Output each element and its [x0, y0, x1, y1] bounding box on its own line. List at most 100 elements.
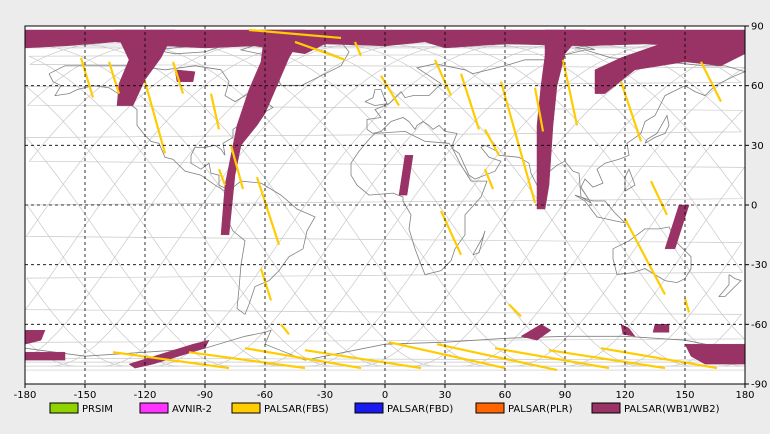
legend-swatch	[591, 402, 621, 414]
x-tick-label: 180	[735, 390, 754, 401]
palsar-fbs-strip	[107, 61, 121, 94]
palsar-fbs-strip	[533, 87, 545, 132]
coastline	[366, 49, 747, 204]
palsar-fbs-strip	[380, 75, 400, 107]
palsar-fbs-strip	[388, 341, 506, 370]
x-tick-label: 120	[615, 390, 634, 401]
y-tick-label: 30	[751, 141, 764, 152]
x-tick-label: -180	[14, 390, 37, 401]
x-tick-label: 90	[559, 390, 572, 401]
orbit-track-desc	[28, 43, 743, 367]
x-tick-label: -150	[74, 390, 97, 401]
palsar-fbs-strip	[484, 128, 500, 156]
palsar-fbs-strip	[143, 81, 167, 154]
coastline	[472, 230, 486, 256]
x-tick-label: -60	[257, 390, 273, 401]
palsar-fbs-strip	[600, 347, 718, 370]
legend-swatch	[475, 402, 505, 414]
legend-label: PALSAR(WB1/WB2)	[624, 404, 720, 415]
legend-swatch	[354, 402, 384, 414]
coastline	[574, 45, 596, 51]
coastline	[364, 89, 388, 107]
legend-label: PALSAR(FBS)	[264, 404, 329, 415]
legend-swatch	[231, 402, 261, 414]
palsar-wb-swath	[520, 324, 552, 341]
y-tick-label: 90	[751, 22, 764, 33]
palsar-fbs-strip	[304, 349, 422, 370]
palsar-wb-swath	[24, 351, 66, 361]
palsar-fbs-strips	[79, 28, 722, 372]
legend-label: PALSAR(FBD)	[387, 404, 453, 415]
legend-label: PRSIM	[82, 404, 113, 415]
palsar-fbs-strip	[171, 61, 185, 94]
graticule	[25, 26, 745, 384]
legend-label: AVNIR-2	[172, 404, 212, 415]
palsar-wb-swath	[174, 69, 196, 82]
palsar-fbs-strip	[494, 347, 610, 370]
palsar-fbs-strip	[209, 93, 221, 130]
orbit-track-asc	[25, 43, 743, 367]
palsar-wb-swath	[114, 29, 176, 106]
x-tick-label: -30	[317, 390, 333, 401]
palsar-wb-swath	[128, 339, 210, 369]
palsar-fbs-strip	[294, 40, 346, 61]
palsar-fbs-strip	[619, 81, 643, 142]
legend-swatch	[139, 402, 169, 414]
legend-swatch	[49, 402, 79, 414]
palsar-fbs-strip	[700, 61, 722, 103]
palsar-fbs-strip	[499, 81, 537, 204]
palsar-fbs-strip	[259, 268, 273, 301]
coastline	[574, 194, 627, 224]
palsar-wb-swath	[652, 324, 670, 333]
palsar-fbs-strip	[255, 176, 281, 246]
palsar-fbs-strip	[248, 28, 342, 40]
palsar-fbs-strip	[280, 323, 290, 335]
x-tick-label: 0	[382, 390, 388, 401]
palsar-fbs-strip	[79, 57, 95, 98]
x-tick-label: -120	[134, 390, 157, 401]
palsar-fbs-strip	[217, 168, 227, 186]
palsar-fbs-strip	[188, 351, 306, 370]
palsar-wb-swath	[220, 29, 306, 236]
palsar-fbs-strip	[229, 145, 245, 190]
palsar-fbs-strip	[439, 210, 463, 256]
coastline	[350, 130, 488, 276]
x-tick-label: 60	[499, 390, 512, 401]
orbit-track-desc	[50, 43, 411, 367]
palsar-fbs-strip	[683, 298, 691, 313]
x-tick-label: -90	[197, 390, 213, 401]
y-tick-label: -60	[751, 320, 767, 331]
coastline	[644, 114, 670, 144]
legend: PRSIM AVNIR-2 PALSAR(FBS) PALSAR(FBD) PALSAR…	[49, 402, 720, 415]
x-tick-label: 30	[439, 390, 452, 401]
x-tick-labels: -180 -150 -120 -90 -60 -30 0 30 60 90 120 150 180	[14, 384, 755, 401]
y-tick-labels: 90 60 30 0 -30 -60 -90	[745, 22, 767, 391]
palsar-wb-swath	[684, 343, 746, 365]
coastline	[224, 180, 316, 316]
x-tick-label: 150	[675, 390, 694, 401]
y-tick-label: -90	[751, 380, 767, 391]
coastline	[718, 274, 742, 297]
legend-label: PALSAR(PLR)	[508, 404, 573, 415]
palsar-fbs-strip	[459, 73, 481, 130]
palsar-fbs-strip	[548, 349, 666, 370]
palsar-wb-swath	[398, 155, 414, 196]
y-tick-label: 60	[751, 81, 764, 92]
palsar-fbs-strip	[244, 347, 362, 370]
palsar-wb-swath	[620, 323, 636, 337]
y-tick-label: -30	[751, 260, 767, 271]
palsar-wb-swath	[594, 31, 746, 94]
palsar-wb-swaths	[24, 29, 746, 369]
palsar-fbs-strip	[112, 351, 230, 370]
palsar-fbs-strip	[436, 343, 558, 372]
y-tick-label: 0	[751, 201, 757, 212]
palsar-fbs-strip	[483, 168, 495, 190]
palsar-fbs-strip	[624, 218, 666, 296]
palsar-fbs-strip	[508, 303, 522, 318]
coastline	[624, 168, 636, 192]
orbit-track-desc	[256, 43, 617, 367]
palsar-fbs-strip	[433, 59, 453, 97]
palsar-fbs-strip	[650, 180, 668, 216]
